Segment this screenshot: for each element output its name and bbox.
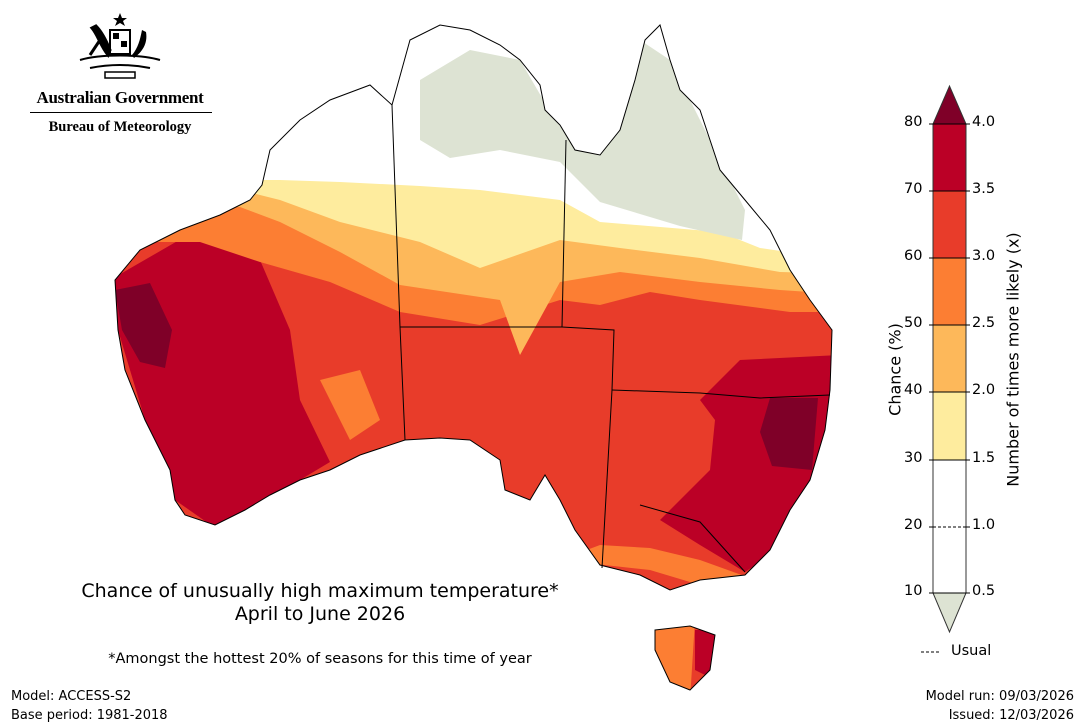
run-info: Model run: 09/03/2026 Issued: 12/03/2026 [926,687,1074,725]
logo-government-text: Australian Government [36,88,204,107]
legend-arrow-above [932,84,967,125]
state-borders [391,104,831,573]
map-title-line1: Chance of unusually high maximum tempera… [81,580,559,602]
logo-divider [30,112,212,113]
zone-50-60-tasmania [640,620,695,690]
legend-band-70-80 [932,123,967,192]
coat-of-arms-logo [79,13,161,79]
legend-left-tick: 30 [904,450,923,466]
legend-band-60-70 [932,190,967,259]
legend-right-tick: 1.5 [972,450,996,466]
logo-bureau-text: Bureau of Meteorology [48,119,192,135]
coastline [114,24,833,691]
legend-left-tick: 40 [904,382,923,398]
legend-right-tick: 3.5 [972,181,996,197]
legend-arrow-below [932,592,967,634]
legend-right-tick: 4.0 [972,114,996,130]
legend-right-axis-label: Number of times more likely (x) [1003,232,1023,487]
legend-right-tick: 3.0 [972,248,996,264]
legend-colorbar [921,84,970,653]
zone-50-60-south [560,545,750,585]
legend-band-30-40 [932,391,967,461]
legend-band-40-50 [932,324,967,393]
zone-above-80-west [115,283,172,368]
legend-band-50-60 [932,257,967,326]
legend-left-axis-label: Chance (%) [885,323,905,416]
legend-left-tick: 20 [904,517,923,533]
legend-usual-label: Usual [951,643,992,659]
model-run-date: Model run: 09/03/2026 [925,689,1074,704]
map-footnote: *Amongst the hottest 20% of seasons for … [108,651,532,667]
map-title: Chance of unusually high maximum tempera… [20,580,620,626]
legend-right-tick: 1.0 [972,517,996,533]
legend-left-tick: 60 [904,248,923,264]
issued-date: Issued: 12/03/2026 [948,708,1074,723]
zone-70-80-west [115,228,330,528]
legend-right-tick: 2.5 [972,315,996,331]
legend-left-tick: 70 [904,181,923,197]
legend-left-tick: 80 [904,114,923,130]
model-info: Model: ACCESS-S2 Base period: 1981-2018 [11,687,168,725]
base-period: Base period: 1981-2018 [11,708,168,723]
model-name: Model: ACCESS-S2 [11,689,132,704]
legend-left-tick: 10 [904,583,923,599]
legend-right-tick: 0.5 [972,583,996,599]
legend-right-tick: 2.0 [972,382,996,398]
zone-above-80-east [760,398,818,470]
zone-50-60-central [320,370,380,440]
map-title-line2: April to June 2026 [234,603,406,625]
legend-left-tick: 50 [904,315,923,331]
